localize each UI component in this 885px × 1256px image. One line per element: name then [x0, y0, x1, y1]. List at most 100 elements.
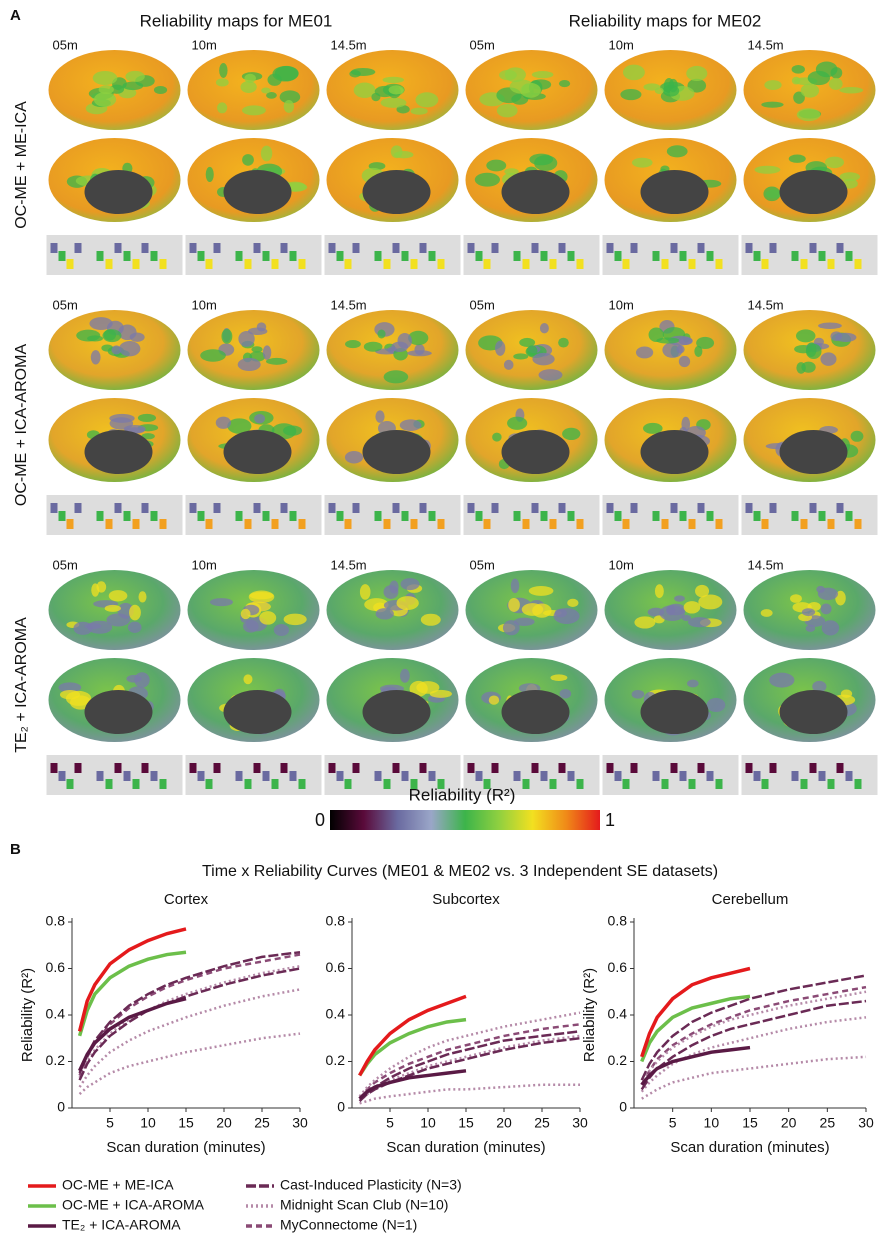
brain-patch	[696, 337, 714, 349]
brain-patch	[345, 451, 363, 463]
slice-patch	[746, 503, 753, 513]
medial-wall	[780, 430, 848, 474]
slice-patch	[67, 779, 74, 789]
x-tick-label: 5	[386, 1115, 394, 1131]
slice-patch	[707, 771, 714, 781]
brain-patch	[110, 417, 134, 430]
slice-patch	[754, 251, 761, 261]
brain-patch	[497, 104, 518, 117]
slice-patch	[97, 771, 104, 781]
slice-patch	[272, 259, 279, 269]
slice-patch	[770, 243, 777, 253]
slice-patch	[631, 763, 638, 773]
brain-patch	[421, 614, 441, 626]
y-tick-label: 0	[619, 1099, 627, 1115]
brain-patch	[250, 592, 274, 599]
brain-patch	[513, 353, 528, 359]
x-tick-label: 25	[254, 1115, 270, 1131]
slice-patch	[281, 243, 288, 253]
slice-patch	[384, 259, 391, 269]
brain-patch	[707, 698, 726, 712]
brain-patch	[666, 605, 675, 615]
slice-patch	[254, 763, 261, 773]
series-line	[642, 975, 866, 1080]
panel-label: A	[10, 7, 21, 24]
brain-patch	[243, 674, 252, 684]
slice-patch	[615, 771, 622, 781]
brain-patch	[688, 617, 711, 627]
brain-patch	[238, 331, 254, 347]
slice-patch	[476, 251, 483, 261]
brain-patch	[89, 317, 112, 330]
slice-patch	[290, 511, 297, 521]
slice-patch	[124, 511, 131, 521]
brain-patch	[261, 87, 270, 93]
legend-label: OC-ME + ME-ICA	[62, 1177, 174, 1193]
brain-patch	[154, 86, 167, 94]
legend-label: Cast-Induced Plasticity (N=3)	[280, 1177, 462, 1193]
brain-patch	[375, 410, 384, 422]
brain-patch	[400, 669, 410, 683]
slice-patch	[67, 519, 74, 529]
slice-patch	[514, 771, 521, 781]
brain-patch	[384, 370, 409, 383]
brain-patch	[139, 591, 147, 602]
slice-patch	[484, 259, 491, 269]
slice-patch	[484, 519, 491, 529]
slice-patch	[828, 779, 835, 789]
slice-patch	[631, 243, 638, 253]
slice-patch	[792, 771, 799, 781]
x-tick-label: 25	[534, 1115, 550, 1131]
brain-cell	[47, 570, 183, 795]
brain-patch	[360, 584, 371, 600]
slice-patch	[59, 771, 66, 781]
slice-patch	[115, 503, 122, 513]
brain-cell	[325, 310, 461, 535]
brain-cell	[325, 50, 461, 275]
brain-patch	[274, 624, 289, 636]
x-axis-label: Scan duration (minutes)	[670, 1139, 829, 1156]
slice-patch	[59, 511, 66, 521]
slice-patch	[689, 779, 696, 789]
x-tick-label: 20	[496, 1115, 512, 1131]
slice-patch	[680, 511, 687, 521]
slice-patch	[468, 243, 475, 253]
medial-wall	[363, 170, 431, 214]
slice-patch	[762, 259, 769, 269]
brain-patch	[801, 362, 815, 373]
time-label: 10m	[609, 37, 634, 52]
brain-patch	[649, 327, 664, 341]
brain-patch	[674, 595, 685, 601]
time-label: 05m	[470, 557, 495, 572]
slice-patch	[254, 503, 261, 513]
slice-patch	[337, 771, 344, 781]
time-label: 14.5m	[331, 557, 367, 572]
brain-cell	[742, 50, 878, 275]
brain-patch	[495, 341, 505, 356]
slice-patch	[492, 763, 499, 773]
slice-patch	[329, 243, 336, 253]
slice-patch	[577, 259, 584, 269]
brain-patch	[210, 598, 233, 606]
y-axis-label: Reliability (R²)	[19, 968, 36, 1062]
series-line	[80, 952, 186, 1036]
slice-patch	[402, 771, 409, 781]
brain-patch	[532, 353, 554, 365]
brain-cell	[464, 50, 600, 275]
slice-patch	[214, 503, 221, 513]
slice-patch	[550, 519, 557, 529]
slice-patch	[716, 519, 723, 529]
slice-patch	[411, 519, 418, 529]
brain-patch	[109, 590, 128, 601]
brain-patch	[376, 608, 394, 619]
series-line	[80, 1034, 300, 1094]
brain-patch	[400, 419, 422, 431]
brain-patch	[134, 672, 149, 687]
slice-patch	[345, 259, 352, 269]
slice-patch	[411, 259, 418, 269]
brain-patch	[790, 594, 802, 603]
slice-patch	[106, 519, 113, 529]
x-tick-label: 30	[292, 1115, 308, 1131]
brain-patch	[284, 614, 307, 625]
slice-patch	[819, 511, 826, 521]
